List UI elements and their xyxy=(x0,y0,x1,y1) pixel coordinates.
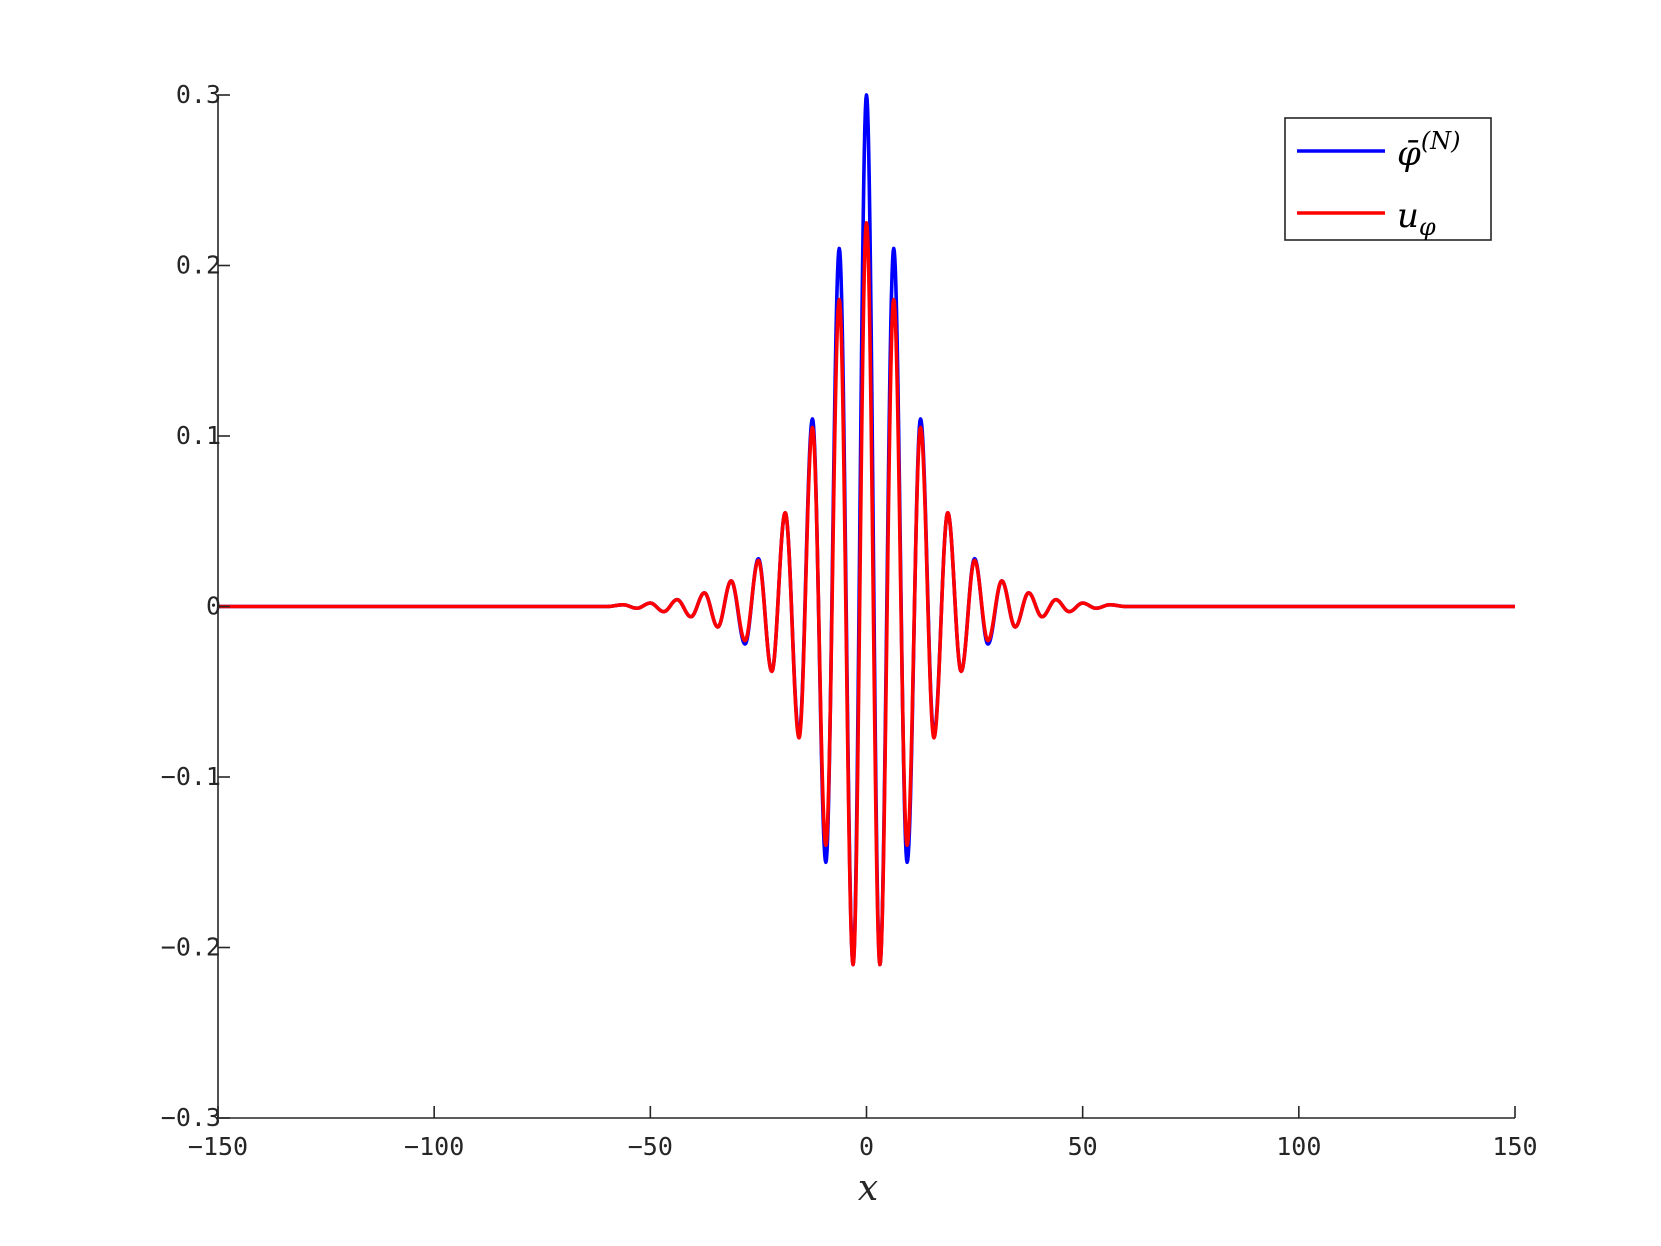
legend-box xyxy=(1284,117,1492,241)
x-axis-label: x xyxy=(858,1168,878,1209)
x-tick-label: −150 xyxy=(188,1132,248,1161)
y-tick-label: 0 xyxy=(206,592,221,621)
series-layer xyxy=(218,93,1515,967)
y-tick-label: −0.3 xyxy=(161,1103,221,1132)
legend: φ̄(N) uφ xyxy=(1284,117,1492,241)
y-tick-label: −0.2 xyxy=(161,933,221,962)
y-tick-label: 0.2 xyxy=(176,251,221,280)
y-tick-label: −0.1 xyxy=(161,762,221,791)
y-tick-label: 0.3 xyxy=(176,80,221,109)
x-tick-label: −50 xyxy=(628,1132,673,1161)
x-tick-label: 100 xyxy=(1276,1132,1321,1161)
series-line-u-phi xyxy=(218,221,1515,967)
legend-label: uφ xyxy=(1397,196,1436,241)
x-tick-label: 50 xyxy=(1068,1132,1098,1161)
x-tick-label: −100 xyxy=(404,1132,464,1161)
legend-label: φ̄(N) xyxy=(1397,127,1461,174)
x-tick-label: 150 xyxy=(1492,1132,1537,1161)
y-tick-label: 0.1 xyxy=(176,421,221,450)
ticks-layer: −150 −100 −50 0 50 100 150 −0.3 −0.2 −0.1 0 0.1 0.2 0… xyxy=(161,80,1538,1161)
x-tick-label: 0 xyxy=(859,1132,874,1161)
